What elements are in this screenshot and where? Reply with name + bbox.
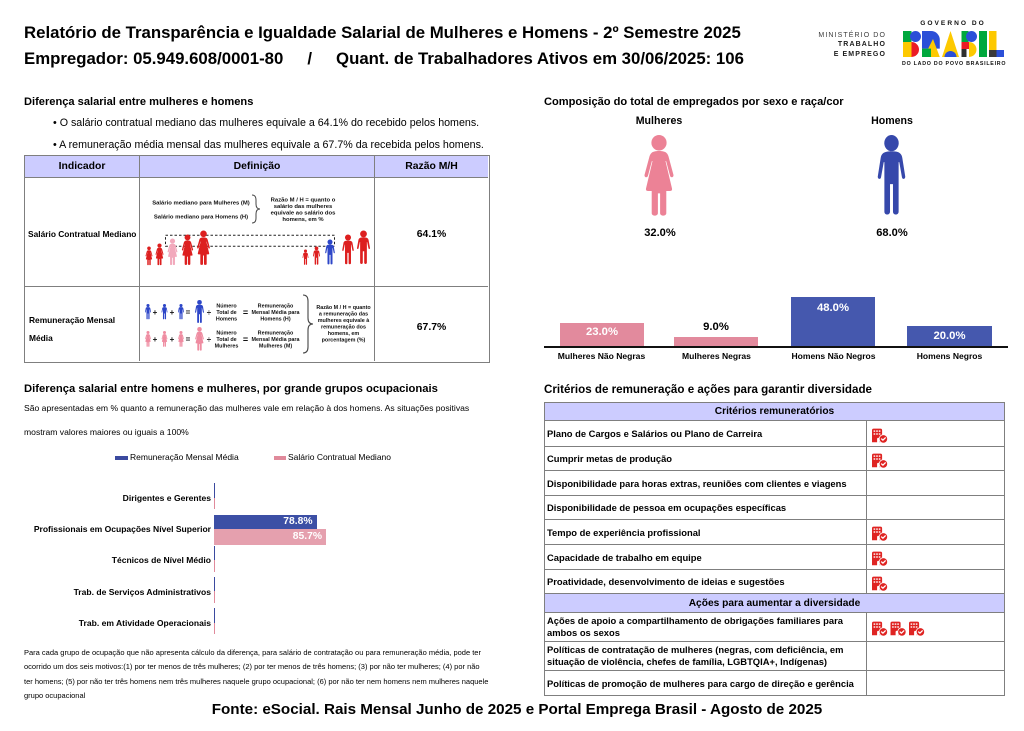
svg-text:remuneração dos: remuneração dos [321, 325, 366, 331]
svg-text:Número: Número [216, 331, 237, 337]
svg-text:=: = [186, 308, 191, 317]
svg-text:salário das mulheres: salário das mulheres [274, 204, 333, 210]
svg-text:+: + [153, 308, 158, 317]
svg-text:÷: ÷ [207, 335, 212, 344]
svg-text:Salário mediano para Mulheres: Salário mediano para Mulheres (M) [152, 201, 250, 207]
svg-text:+: + [153, 335, 158, 344]
svg-text:+: + [170, 335, 175, 344]
svg-text:=: = [243, 335, 248, 345]
svg-text:Mensal Média para: Mensal Média para [252, 337, 301, 343]
svg-text:porcentagem (%): porcentagem (%) [322, 338, 366, 344]
svg-text:Razão M / H = quanto: Razão M / H = quanto [316, 305, 371, 311]
svg-text:Razão M / H = quanto o: Razão M / H = quanto o [271, 198, 336, 204]
svg-text:equivale ao salário dos: equivale ao salário dos [271, 211, 337, 217]
svg-text:Total de: Total de [216, 310, 236, 316]
svg-text:Salário mediano para Homens (H: Salário mediano para Homens (H) [154, 215, 248, 221]
svg-text:Mulheres: Mulheres [215, 344, 239, 350]
svg-text:÷: ÷ [207, 308, 212, 317]
svg-text:Remuneração: Remuneração [258, 304, 294, 310]
svg-text:=: = [186, 335, 191, 344]
svg-text:=: = [243, 308, 248, 318]
svg-text:+: + [170, 308, 175, 317]
svg-text:Mensal Média para: Mensal Média para [252, 310, 301, 316]
svg-text:Total de: Total de [216, 337, 236, 343]
svg-text:homens, em: homens, em [328, 331, 360, 337]
svg-text:Homens (H): Homens (H) [260, 317, 290, 323]
svg-text:Remuneração: Remuneração [258, 331, 294, 337]
svg-text:a remuneração das: a remuneração das [319, 312, 368, 318]
svg-text:homens, em %: homens, em % [282, 217, 324, 223]
svg-text:Mulheres (M): Mulheres (M) [259, 344, 292, 350]
svg-text:Número: Número [216, 304, 237, 310]
svg-text:Homens: Homens [216, 317, 237, 323]
svg-text:mulheres equivale à: mulheres equivale à [318, 318, 371, 324]
